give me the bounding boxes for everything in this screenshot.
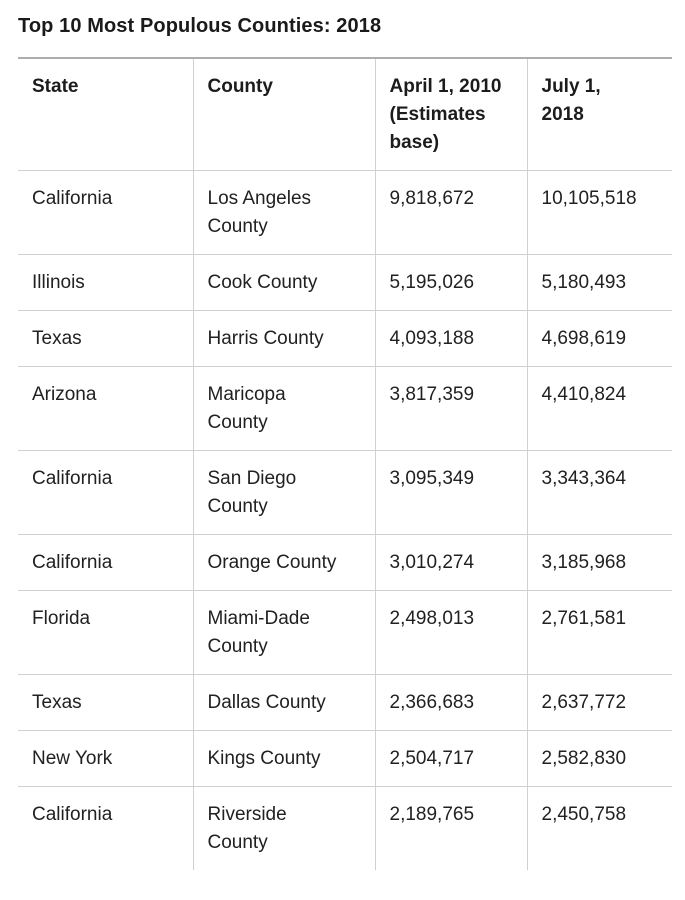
cell-county-text: Kings County <box>207 748 321 769</box>
cell-county-text: San Diego County <box>207 468 297 517</box>
column-header-pop-2018: July 1, 2018 <box>527 58 672 171</box>
cell-pop-2010: 2,366,683 <box>375 674 528 731</box>
column-header-county: County <box>193 58 376 171</box>
table-header: State County April 1, 2010 (Estimates ba… <box>18 58 672 171</box>
table-row: California San Diego County 3,095,349 3,… <box>18 450 672 535</box>
cell-state: California <box>18 534 194 591</box>
cell-county-text: Maricopa County <box>207 384 286 433</box>
cell-pop-2018: 2,761,581 <box>527 590 672 675</box>
cell-pop-2018: 3,343,364 <box>527 450 672 535</box>
cell-county-text: Riverside County <box>207 804 287 853</box>
cell-pop-2018: 10,105,518 <box>527 170 672 255</box>
cell-county-text: Orange County <box>207 552 337 573</box>
cell-state: New York <box>18 730 194 787</box>
table-row: California Orange County 3,010,274 3,185… <box>18 534 672 591</box>
column-header-state-label: State <box>32 76 79 97</box>
cell-county: Cook County <box>193 254 376 311</box>
populous-counties-table: State County April 1, 2010 (Estimates ba… <box>18 57 672 870</box>
page-title: Top 10 Most Populous Counties: 2018 <box>18 15 382 37</box>
cell-county: Dallas County <box>193 674 376 731</box>
cell-pop-2010: 3,010,274 <box>375 534 528 591</box>
cell-pop-2010: 2,498,013 <box>375 590 528 675</box>
cell-pop-2018: 4,410,824 <box>527 366 672 451</box>
table-row: Texas Dallas County 2,366,683 2,637,772 <box>18 674 672 731</box>
page-container: Top 10 Most Populous Counties: 2018 Stat… <box>18 15 672 870</box>
cell-state: California <box>18 170 194 255</box>
table-row: Arizona Maricopa County 3,817,359 4,410,… <box>18 366 672 451</box>
cell-state: California <box>18 786 194 870</box>
cell-pop-2018: 2,582,830 <box>527 730 672 787</box>
cell-pop-2010: 5,195,026 <box>375 254 528 311</box>
cell-county: San Diego County <box>193 450 376 535</box>
cell-pop-2018: 2,450,758 <box>541 804 627 825</box>
cell-pop-2018: 3,185,968 <box>527 534 672 591</box>
cell-county-text: Harris County <box>207 328 324 349</box>
table-row: Florida Miami-Dade County 2,498,013 2,76… <box>18 590 672 675</box>
cell-county: Maricopa County <box>193 366 376 451</box>
cell-pop-2010: 2,189,765 <box>375 786 528 870</box>
cell-pop-2018: 5,180,493 <box>527 254 672 311</box>
table-row: Texas Harris County 4,093,188 4,698,619 <box>18 310 672 367</box>
table-row: New York Kings County 2,504,717 2,582,83… <box>18 730 672 787</box>
cell-county-text: Cook County <box>207 272 318 293</box>
column-header-county-label: County <box>207 76 273 97</box>
column-header-pop-2010-label: April 1, 2010 (Estimates base) <box>389 76 502 153</box>
cell-state: Texas <box>18 674 194 731</box>
cell-county: Los Angeles County <box>193 170 376 255</box>
cell-state: Arizona <box>18 366 194 451</box>
column-header-pop-2010: April 1, 2010 (Estimates base) <box>375 58 528 171</box>
cell-county: Miami-Dade County <box>193 590 376 675</box>
cell-state: Illinois <box>18 254 194 311</box>
cell-pop-2010: 3,817,359 <box>375 366 528 451</box>
column-header-state: State <box>18 58 194 171</box>
table-row: California Riverside County 2,189,765 2,… <box>18 786 672 870</box>
cell-pop-2010: 4,093,188 <box>375 310 528 367</box>
cell-pop-2010: 3,095,349 <box>375 450 528 535</box>
cell-pop-2018: 2,637,772 <box>527 674 672 731</box>
cell-county-text: Dallas County <box>207 692 326 713</box>
cell-state: Texas <box>18 310 194 367</box>
cell-pop-2010: 2,504,717 <box>375 730 528 787</box>
cell-state: California <box>18 450 194 535</box>
cell-county-text: Los Angeles County <box>207 188 312 237</box>
cell-county-text: Miami-Dade County <box>207 608 310 657</box>
cell-state: Florida <box>18 590 194 675</box>
cell-pop-2018: 4,698,619 <box>527 310 672 367</box>
cell-county: Orange County <box>193 534 376 591</box>
header-row: State County April 1, 2010 (Estimates ba… <box>18 58 672 171</box>
cell-county: Harris County <box>193 310 376 367</box>
cell-pop-2010: 9,818,672 <box>375 170 528 255</box>
table-row: Illinois Cook County 5,195,026 5,180,493 <box>18 254 672 311</box>
cell-county: Kings County <box>193 730 376 787</box>
table-row: California Los Angeles County 9,818,672 … <box>18 170 672 255</box>
table-body: California Los Angeles County 9,818,672 … <box>18 170 672 870</box>
cell-county: Riverside County <box>193 786 376 870</box>
column-header-pop-2018-label: July 1, 2018 <box>541 76 601 125</box>
